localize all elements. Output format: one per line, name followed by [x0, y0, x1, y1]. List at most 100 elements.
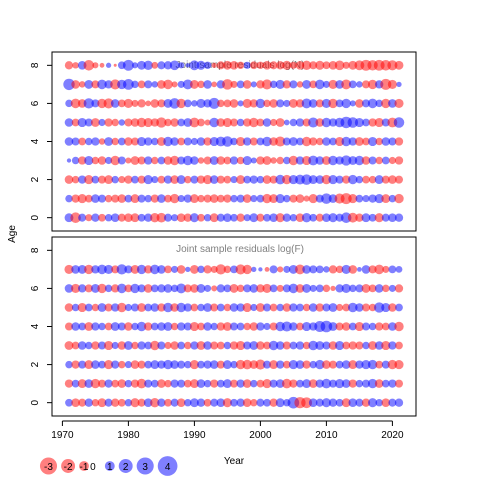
negative-residual-bubble [124, 137, 133, 146]
positive-residual-bubble [249, 175, 258, 184]
positive-residual-bubble [191, 100, 198, 107]
positive-residual-bubble [104, 213, 113, 222]
positive-residual-bubble [203, 322, 212, 331]
positive-residual-bubble [368, 194, 377, 203]
negative-residual-bubble [164, 194, 172, 203]
negative-residual-bubble [103, 98, 114, 109]
positive-residual-bubble [289, 322, 298, 331]
negative-residual-bubble [296, 322, 304, 331]
negative-residual-bubble [196, 341, 206, 350]
positive-residual-bubble [368, 322, 377, 331]
positive-residual-bubble [388, 379, 397, 388]
positive-residual-bubble [328, 303, 338, 312]
negative-residual-bubble [242, 80, 252, 89]
positive-residual-bubble [91, 322, 100, 331]
y-tick-label: 8 [30, 247, 41, 253]
negative-residual-bubble [235, 264, 246, 275]
negative-residual-bubble [136, 378, 147, 389]
negative-residual-bubble [169, 155, 180, 166]
negative-residual-bubble [335, 136, 345, 147]
positive-residual-bubble [328, 379, 338, 388]
negative-residual-bubble [176, 98, 186, 109]
negative-residual-bubble [64, 379, 74, 388]
positive-residual-bubble [250, 81, 257, 88]
positive-residual-bubble [78, 284, 87, 293]
legend-label: 1 [107, 462, 113, 473]
positive-residual-bubble [122, 59, 134, 71]
negative-residual-bubble [91, 303, 100, 312]
negative-residual-bubble [189, 379, 199, 389]
positive-residual-bubble [170, 379, 179, 388]
positive-residual-bubble [289, 213, 298, 222]
positive-residual-bubble [110, 322, 120, 331]
positive-residual-bubble [251, 266, 257, 273]
positive-residual-bubble [209, 156, 219, 165]
negative-residual-bubble [249, 99, 258, 108]
positive-residual-bubble [394, 398, 404, 407]
negative-residual-bubble [328, 98, 338, 109]
negative-residual-bubble [256, 118, 265, 127]
negative-residual-bubble [118, 176, 126, 184]
negative-residual-bubble [157, 303, 166, 312]
positive-residual-bubble [208, 97, 220, 109]
y-tick-label: 4 [30, 323, 41, 329]
negative-residual-bubble [97, 283, 107, 294]
negative-residual-bubble [243, 118, 252, 127]
positive-residual-bubble [276, 303, 284, 312]
positive-residual-bubble [283, 265, 291, 273]
negative-residual-bubble [111, 284, 120, 293]
positive-residual-bubble [315, 398, 324, 407]
positive-residual-bubble [143, 60, 153, 70]
negative-residual-bubble [382, 265, 390, 273]
positive-residual-bubble [65, 99, 73, 108]
positive-residual-bubble [185, 266, 191, 273]
negative-residual-bubble [78, 398, 87, 407]
positive-residual-bubble [375, 398, 383, 407]
positive-residual-bubble [97, 79, 107, 90]
positive-residual-bubble [388, 265, 397, 274]
legend-label: -1 [80, 462, 89, 473]
positive-residual-bubble [362, 341, 370, 350]
positive-residual-bubble [104, 137, 114, 146]
positive-residual-bubble [328, 213, 338, 223]
negative-residual-bubble [104, 322, 113, 331]
negative-residual-bubble [78, 81, 86, 88]
negative-residual-bubble [203, 194, 212, 203]
negative-residual-bubble [215, 264, 226, 275]
positive-residual-bubble [77, 341, 87, 350]
positive-residual-bubble [78, 175, 87, 184]
negative-residual-bubble [367, 79, 378, 90]
negative-residual-bubble [150, 398, 160, 408]
negative-residual-bubble [295, 213, 305, 222]
negative-residual-bubble [276, 61, 285, 70]
negative-residual-bubble [197, 157, 205, 164]
negative-residual-bubble [156, 212, 167, 223]
negative-residual-bubble [229, 99, 239, 108]
positive-residual-bubble [64, 118, 74, 127]
positive-residual-bubble [177, 80, 185, 88]
positive-residual-bubble [197, 303, 205, 312]
positive-residual-bubble [170, 360, 179, 369]
positive-residual-bubble [269, 265, 278, 274]
positive-residual-bubble [328, 322, 338, 331]
negative-residual-bubble [111, 118, 119, 127]
negative-residual-bubble [216, 61, 225, 70]
positive-residual-bubble [256, 137, 265, 146]
negative-residual-bubble [92, 62, 99, 69]
negative-residual-bubble [143, 117, 153, 128]
positive-residual-bubble [308, 175, 318, 185]
negative-residual-bubble [99, 62, 105, 68]
positive-residual-bubble [190, 137, 198, 146]
negative-residual-bubble [144, 265, 153, 274]
positive-residual-bubble [124, 303, 132, 312]
positive-residual-bubble [144, 137, 153, 146]
positive-residual-bubble [203, 80, 212, 89]
negative-residual-bubble [321, 156, 331, 165]
positive-residual-bubble [374, 175, 384, 185]
negative-residual-bubble [361, 80, 371, 89]
positive-residual-bubble [308, 340, 319, 351]
negative-residual-bubble [394, 284, 404, 293]
negative-residual-bubble [157, 379, 166, 388]
x-tick-label: 2000 [249, 430, 272, 441]
y-axis: 0 2 4 6 8 [30, 247, 52, 405]
